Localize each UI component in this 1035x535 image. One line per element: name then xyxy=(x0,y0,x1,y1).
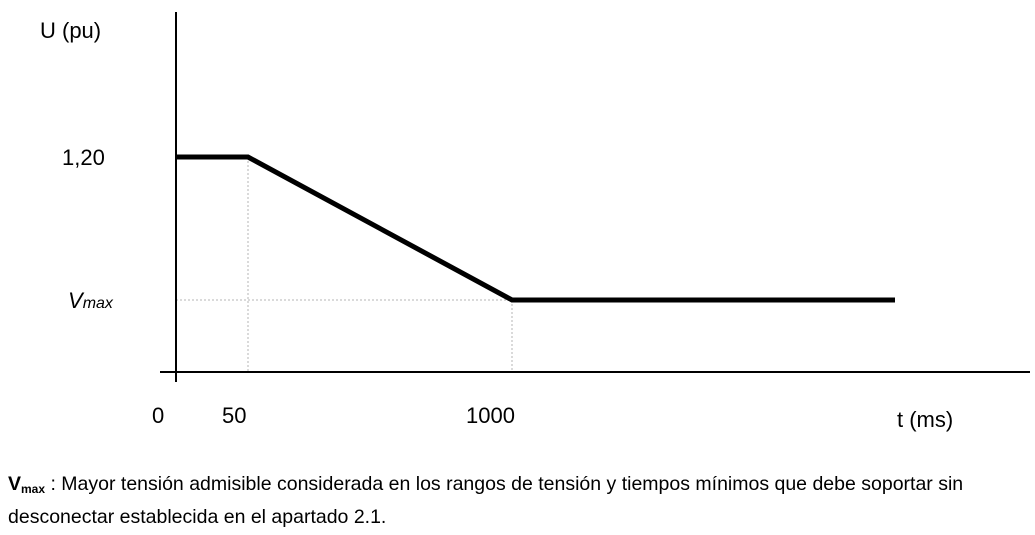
x-tick-label-1000: 1000 xyxy=(466,403,515,428)
y-axis-label: U (pu) xyxy=(40,18,101,43)
voltage-time-chart: U (pu) t (ms) 1,20 Vmax 0 50 1000 xyxy=(40,12,1030,432)
y-tick-label-vmax: Vmax xyxy=(68,288,114,313)
caption-symbol-sub: max xyxy=(21,482,46,496)
y-tick-vmax-sub: max xyxy=(83,295,114,312)
caption-symbol: Vmax xyxy=(8,473,46,496)
x-tick-label-50: 50 xyxy=(222,403,246,428)
x-tick-label-0: 0 xyxy=(152,403,164,428)
voltage-curve xyxy=(176,154,895,303)
dotted-guides xyxy=(176,157,513,372)
y-tick-label-1-20: 1,20 xyxy=(62,145,105,170)
chart-caption: Vmax : Mayor tensión admisible considera… xyxy=(8,470,1028,531)
caption-symbol-main: V xyxy=(8,473,22,495)
caption-text: : Mayor tensión admisible considerada en… xyxy=(8,473,964,528)
y-tick-vmax-main: V xyxy=(68,288,85,313)
x-axis-label: t (ms) xyxy=(897,407,953,432)
